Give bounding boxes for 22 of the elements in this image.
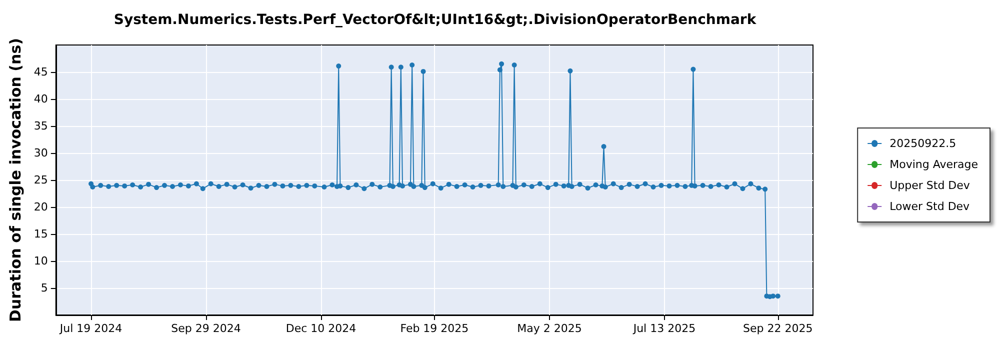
x-tick-label: Sep 29 2024 [171,322,241,335]
chart-title: System.Numerics.Tests.Perf_VectorOf&lt;UInt16&gt;.DivisionOperatorBenchmark [114,12,757,28]
legend-label: Upper Std Dev [890,179,970,192]
legend-label: 20250922.5 [890,137,956,150]
y-tick-label: 10 [34,254,48,268]
x-tick-label: Jul 19 2024 [58,322,122,335]
y-tick-label: 15 [34,228,48,240]
legend-label: Moving Average [890,158,978,171]
y-tick-label: 25 [34,174,48,186]
x-tick-label: Jul 13 2025 [632,322,696,335]
y-tick-label: 45 [34,66,48,78]
x-tick-label: May 2 2025 [517,322,582,335]
y-tick-label: 40 [34,92,48,106]
y-axis-title: Duration of single invocation (ns) [6,38,24,322]
y-tick-label: 35 [34,120,48,132]
y-tick-label: 20 [34,200,48,214]
x-tick-label: Sep 22 2025 [743,322,813,335]
x-tick-label: Dec 10 2024 [286,322,356,335]
y-tick-label: 5 [40,282,48,294]
legend-label: Lower Std Dev [890,200,970,213]
y-tick-label: 30 [34,146,48,160]
x-tick-label: Feb 19 2025 [400,322,469,335]
